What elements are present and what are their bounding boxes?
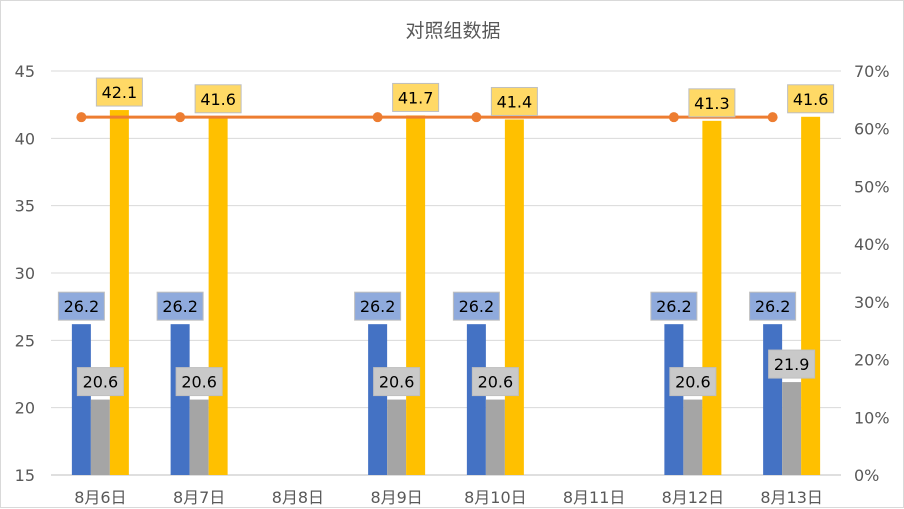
x-tick-label: 8月12日 bbox=[662, 488, 725, 507]
data-label: 20.6 bbox=[478, 373, 514, 392]
bar bbox=[189, 399, 209, 475]
data-label-box bbox=[373, 367, 421, 397]
bar bbox=[406, 115, 426, 475]
data-label-box bbox=[76, 367, 124, 397]
line-series bbox=[76, 112, 778, 123]
y-right-tick-label: 10% bbox=[854, 408, 890, 427]
bar bbox=[90, 399, 110, 475]
bar bbox=[683, 399, 703, 475]
bar bbox=[71, 324, 91, 475]
data-label: 41.6 bbox=[200, 90, 236, 109]
data-label: 41.7 bbox=[398, 88, 434, 107]
y-right-tick-label: 40% bbox=[854, 235, 890, 254]
line-point bbox=[668, 112, 679, 123]
data-label-box bbox=[768, 349, 816, 379]
line-point bbox=[372, 112, 383, 123]
y-right-tick-label: 60% bbox=[854, 120, 890, 139]
data-label: 26.2 bbox=[656, 297, 692, 316]
x-tick-label: 8月11日 bbox=[563, 488, 626, 507]
y-left-tick-label: 45 bbox=[15, 62, 35, 81]
bar bbox=[485, 399, 505, 475]
bar bbox=[170, 324, 190, 475]
bar bbox=[763, 324, 783, 475]
chart-title: 对照组数据 bbox=[405, 20, 500, 42]
data-label: 26.2 bbox=[755, 297, 791, 316]
data-label-box bbox=[749, 291, 797, 321]
data-label: 26.2 bbox=[459, 297, 495, 316]
data-label-box bbox=[688, 88, 736, 118]
data-label: 41.6 bbox=[793, 90, 829, 109]
data-labels: 26.2 26.2 26.2 26.2 26.2 26.2 20.6 20.6 20.6 20.6… bbox=[57, 77, 835, 397]
y-left-tick-label: 15 bbox=[15, 466, 35, 485]
data-label-box bbox=[650, 291, 698, 321]
line-point bbox=[767, 112, 778, 123]
data-label: 41.4 bbox=[497, 92, 533, 111]
line-point bbox=[471, 112, 482, 123]
bar bbox=[782, 382, 802, 475]
data-label-box bbox=[392, 82, 440, 112]
data-label: 20.6 bbox=[379, 373, 415, 392]
bar bbox=[504, 119, 524, 475]
y-left-tick-label: 30 bbox=[15, 264, 35, 283]
data-label-box bbox=[194, 84, 242, 114]
data-label-box bbox=[471, 367, 519, 397]
data-label: 41.3 bbox=[694, 94, 730, 113]
data-label-box bbox=[156, 291, 204, 321]
bar bbox=[664, 324, 684, 475]
bars bbox=[71, 110, 821, 476]
x-tick-label: 8月6日 bbox=[74, 488, 126, 507]
data-label-box bbox=[95, 77, 143, 107]
y-right-tick-label: 20% bbox=[854, 351, 890, 370]
data-label-box bbox=[354, 291, 402, 321]
data-label-box bbox=[787, 84, 835, 114]
data-label-box bbox=[452, 291, 500, 321]
bar bbox=[387, 399, 407, 475]
bar bbox=[208, 116, 228, 475]
data-label: 21.9 bbox=[774, 355, 810, 374]
data-label-box bbox=[175, 367, 223, 397]
bar bbox=[801, 116, 821, 475]
data-label: 26.2 bbox=[64, 297, 100, 316]
data-label: 20.6 bbox=[181, 373, 217, 392]
left-axis-ticks: 15 20 25 30 35 40 45 bbox=[15, 62, 35, 485]
right-axis-ticks: 0% 10% 20% 30% 40% 50% 60% 70% bbox=[854, 62, 890, 485]
y-left-tick-label: 40 bbox=[15, 129, 35, 148]
data-label: 42.1 bbox=[102, 83, 138, 102]
bar bbox=[109, 110, 129, 475]
y-right-tick-label: 30% bbox=[854, 293, 890, 312]
data-label-box bbox=[490, 86, 538, 116]
line-point bbox=[175, 112, 186, 123]
data-label: 20.6 bbox=[83, 373, 119, 392]
gridlines bbox=[51, 70, 841, 476]
y-left-tick-label: 20 bbox=[15, 399, 35, 418]
bar bbox=[368, 324, 388, 475]
bar bbox=[466, 324, 486, 475]
data-label-box bbox=[669, 367, 717, 397]
data-label: 26.2 bbox=[162, 297, 198, 316]
line-point bbox=[76, 112, 87, 123]
data-label: 20.6 bbox=[675, 373, 711, 392]
category-axis: 8月6日 8月7日 8月8日 8月9日 8月10日 8月11日 8月12日 8月13日 bbox=[74, 488, 823, 507]
data-label-box bbox=[57, 291, 105, 321]
x-tick-label: 8月7日 bbox=[173, 488, 225, 507]
y-left-tick-label: 35 bbox=[15, 197, 35, 216]
bar bbox=[702, 120, 722, 476]
x-tick-label: 8月9日 bbox=[370, 488, 422, 507]
data-label: 26.2 bbox=[360, 297, 396, 316]
y-right-tick-label: 70% bbox=[854, 62, 890, 81]
y-left-tick-label: 25 bbox=[15, 331, 35, 350]
x-tick-label: 8月10日 bbox=[464, 488, 527, 507]
x-tick-label: 8月13日 bbox=[760, 488, 823, 507]
y-right-tick-label: 50% bbox=[854, 177, 890, 196]
x-tick-label: 8月8日 bbox=[272, 488, 324, 507]
y-right-tick-label: 0% bbox=[854, 466, 879, 485]
